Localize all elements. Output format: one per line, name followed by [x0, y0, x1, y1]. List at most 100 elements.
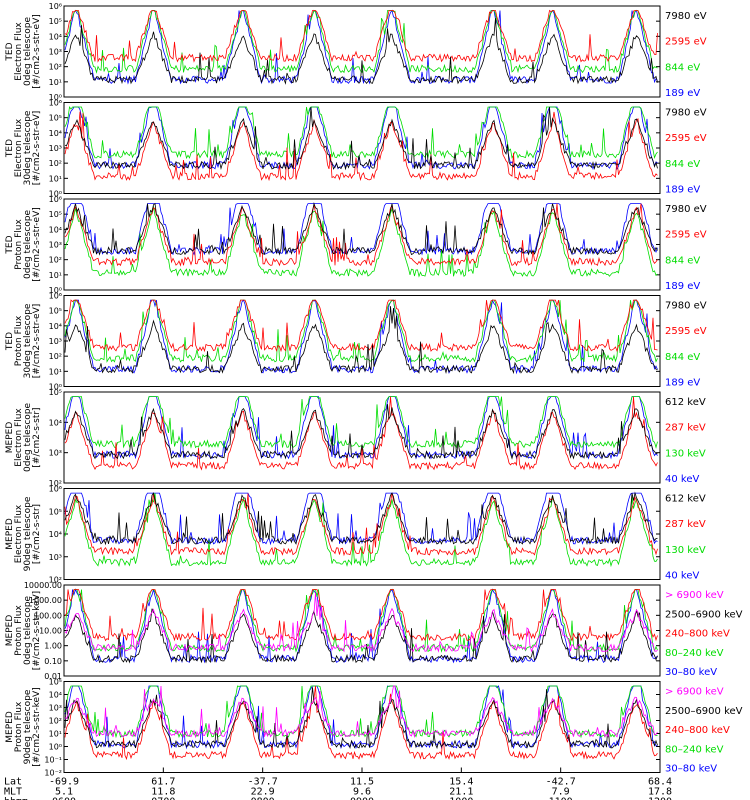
y-tick-label: 10⁴ — [49, 129, 62, 138]
series-line — [64, 493, 658, 568]
legend-entry: 612 keV — [665, 397, 706, 408]
y-tick-label: 10⁰ — [49, 286, 62, 295]
y-tick-label: 100.00 — [34, 611, 62, 620]
y-axis-label: [#/cm2-s-str-eV] — [32, 304, 42, 379]
y-tick-label: 10⁵ — [49, 17, 62, 26]
legend-entry: 130 keV — [665, 545, 706, 556]
y-axis-label: MEPED — [5, 422, 15, 454]
x-row-label: hhmm — [4, 797, 28, 800]
y-tick-label: 10³ — [49, 704, 62, 713]
x-tick-label: 11.5 — [350, 777, 374, 788]
y-tick-label: 10⁶ — [49, 2, 62, 11]
y-axis-label: [#/cm2-s-str-eV] — [32, 111, 42, 186]
panel-1: 10⁰ 10¹ 10² 10³ 10⁴ 10⁵ 10⁶ TED Electron Flux 0de… — [5, 2, 707, 102]
y-tick-label: 10⁴ — [49, 322, 62, 331]
y-axis-label: 90deg telescope — [23, 496, 33, 571]
series-line — [64, 687, 658, 750]
x-tick-label: -69.9 — [49, 777, 79, 788]
y-axis-label: 0deg telescope — [23, 403, 33, 473]
x-row-label: MLT — [4, 787, 22, 798]
y-tick-label: 10² — [49, 352, 62, 361]
legend-entry: 189 eV — [665, 185, 700, 196]
x-tick-label: 0800 — [251, 797, 275, 800]
y-tick-label: 10³ — [49, 337, 62, 346]
series-line — [64, 299, 658, 375]
panel-frame — [63, 295, 661, 387]
legend-entry: 30–80 keV — [665, 667, 717, 678]
y-axis-label: [#/cm2-s-str-eV] — [32, 207, 42, 282]
series-line — [64, 396, 658, 449]
x-tick-label: 1000 — [449, 797, 473, 800]
y-tick-label: 10² — [49, 159, 62, 168]
y-axis-label: TED — [5, 332, 15, 351]
y-axis-label: Electron Flux — [14, 408, 24, 467]
legend-entry: 7980 eV — [665, 204, 707, 215]
panel-2: 10⁰ 10¹ 10² 10³ 10⁴ 10⁵ 10⁶ TED Electron Flux 30d… — [5, 99, 707, 199]
series-line — [64, 396, 658, 471]
x-tick-label: 0700 — [151, 797, 175, 800]
y-axis-label: TED — [5, 42, 15, 61]
x-tick-label: 15.4 — [449, 777, 473, 788]
panel-frame — [63, 5, 661, 98]
legend-entry: 2595 eV — [665, 326, 707, 337]
series-line — [64, 105, 658, 160]
series-line — [64, 306, 658, 375]
series-line — [64, 404, 658, 460]
y-tick-label: 10⁻² — [44, 769, 62, 778]
y-axis-label: Proton Flux — [14, 219, 24, 270]
legend-entry: > 6900 keV — [665, 590, 724, 601]
y-tick-label: 10⁵ — [49, 507, 62, 516]
legend-entry: 189 eV — [665, 281, 700, 292]
y-tick-label: 0.10 — [44, 657, 62, 666]
series-line — [64, 206, 658, 278]
x-tick-label: 7.9 — [552, 787, 570, 798]
y-tick-label: 10⁴ — [49, 530, 62, 539]
y-tick-label: 10⁶ — [49, 485, 62, 494]
y-tick-label: 10³ — [49, 48, 62, 57]
series-line — [64, 18, 658, 85]
series-line — [64, 592, 658, 653]
y-tick-label: 10.00 — [39, 627, 62, 636]
y-tick-label: 10000.00 — [24, 581, 62, 590]
y-tick-label: 10² — [49, 479, 62, 488]
legend-entry: 40 keV — [665, 474, 699, 485]
legend-entry: 30–80 keV — [665, 764, 717, 775]
series-line — [64, 492, 658, 546]
series-line — [64, 202, 658, 256]
legend-entry: 844 eV — [665, 62, 700, 73]
y-axis-label: MEPED — [5, 615, 15, 647]
series-line — [64, 203, 658, 267]
y-tick-label: 10⁶ — [49, 292, 62, 301]
y-axis-label: 90deg telescope — [23, 689, 33, 764]
y-tick-label: 10³ — [49, 553, 62, 562]
y-axis-label: Proton Flux — [14, 605, 24, 656]
y-tick-label: 10² — [49, 576, 62, 585]
x-tick-label: 0600 — [52, 797, 76, 800]
y-tick-label: 10¹ — [49, 78, 62, 87]
legend-entry: 40 keV — [665, 571, 699, 582]
x-row-label: Lat — [4, 777, 22, 788]
panel-8: 10⁻² 10⁻¹ 10⁰ 10¹ 10² 10³ 10⁴ 10⁵ MEPED Proton Fl… — [5, 678, 743, 778]
series-line — [64, 685, 658, 739]
x-tick-label: 68.4 — [648, 777, 672, 788]
y-axis-label: [#/cm2-s-str] — [32, 504, 42, 564]
y-axis-label: Electron Flux — [14, 118, 24, 177]
legend-entry: 240–800 keV — [665, 629, 730, 640]
series-line — [64, 493, 658, 557]
series-line — [64, 9, 658, 74]
y-tick-label: 10³ — [49, 241, 62, 250]
legend-entry: 287 keV — [665, 519, 706, 530]
x-tick-label: 11.8 — [151, 787, 175, 798]
y-tick-label: 10⁻¹ — [44, 756, 62, 765]
series-line — [64, 299, 658, 363]
x-tick-label: -42.7 — [546, 777, 576, 788]
panel-4: 10⁰ 10¹ 10² 10³ 10⁴ 10⁵ 10⁶ TED Proton Flux 30deg… — [5, 292, 707, 392]
legend-entry: 2500–6900 keV — [665, 706, 743, 717]
x-tick-label: 9.6 — [353, 787, 371, 798]
legend-entry: 80–240 keV — [665, 744, 724, 755]
panel-7: 0.01 0.10 1.00 10.00 100.00 1000.00 10000.00 ME… — [5, 581, 743, 681]
series-line — [64, 589, 658, 653]
legend-entry: 189 eV — [665, 88, 700, 99]
y-axis-label: 30deg telescope — [23, 303, 33, 378]
